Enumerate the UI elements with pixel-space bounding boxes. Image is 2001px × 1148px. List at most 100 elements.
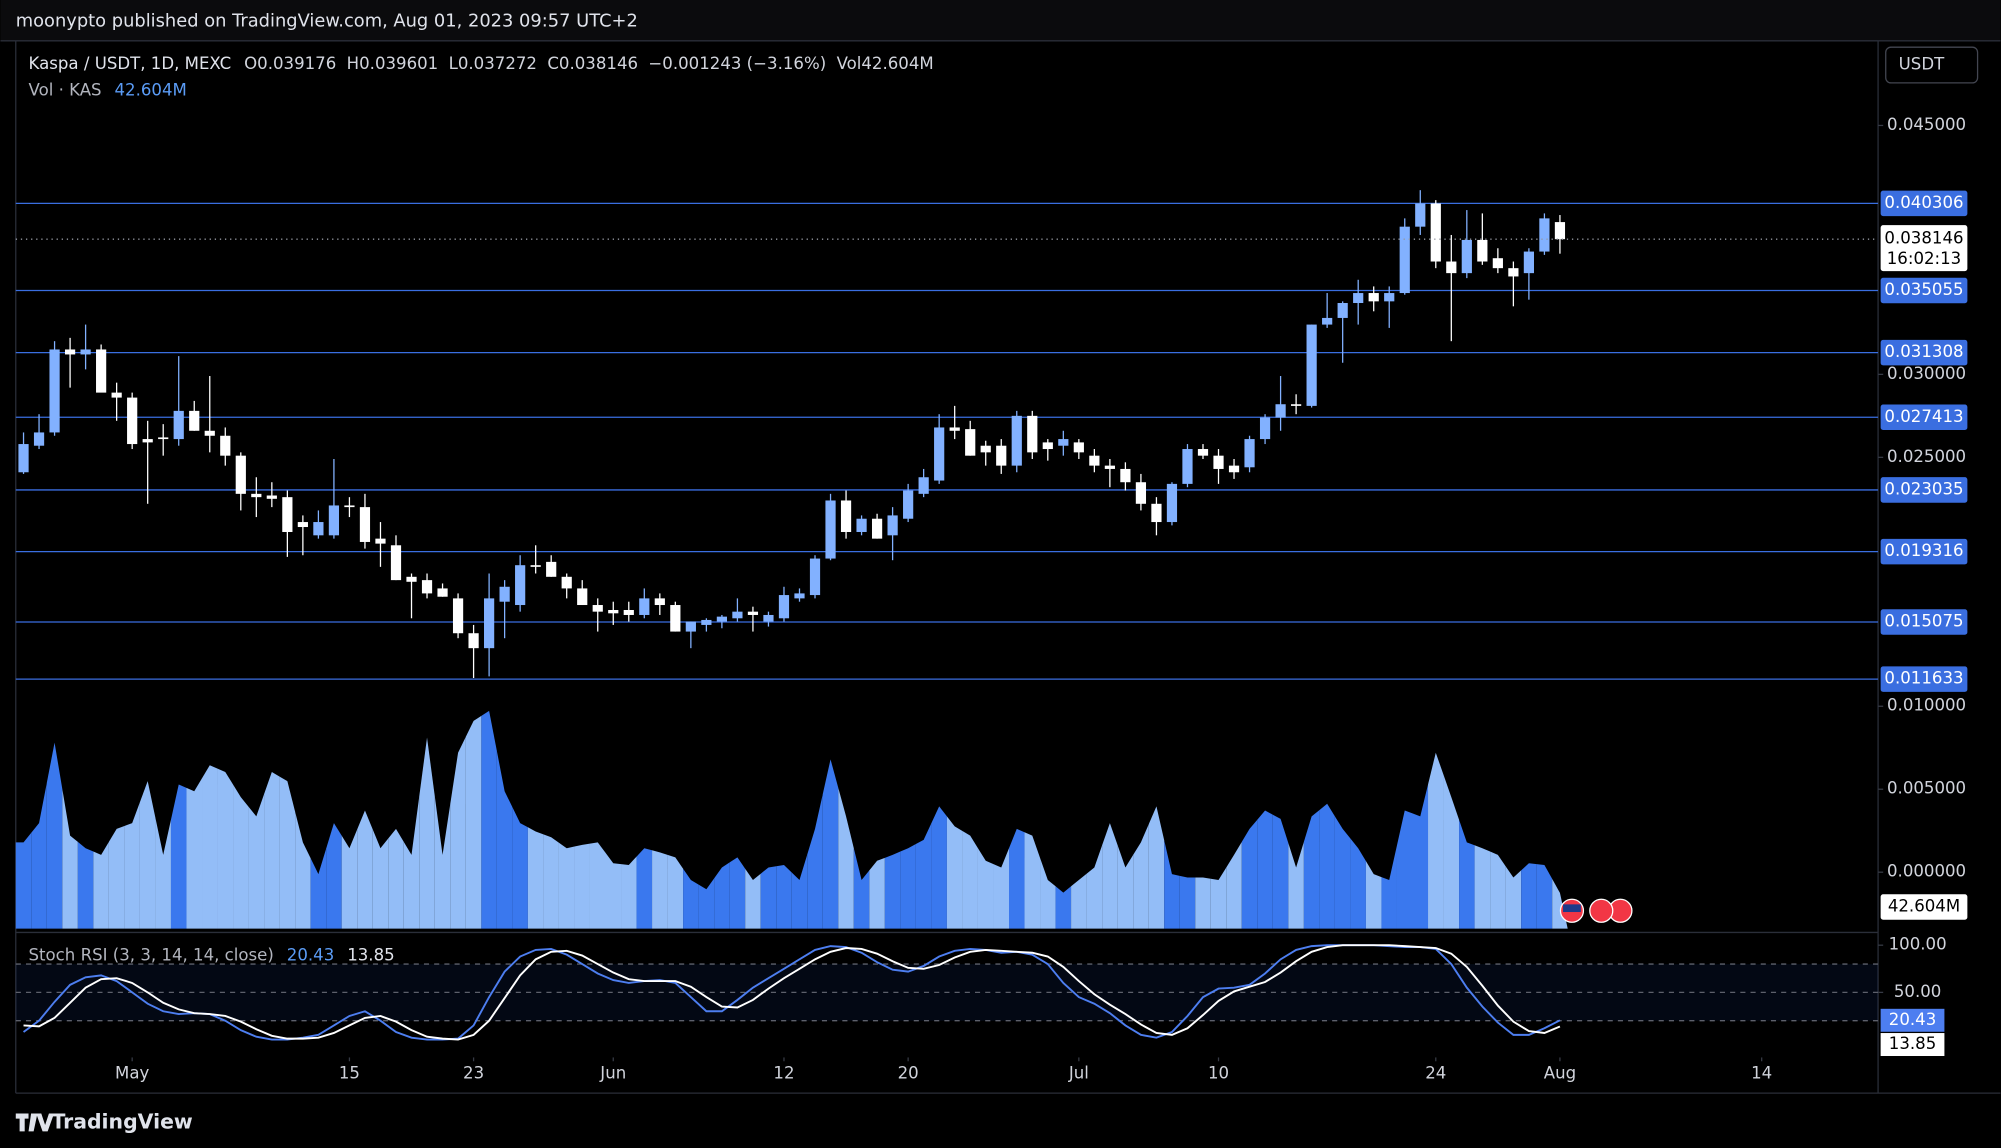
level-label: 0.040306 <box>1884 193 1963 212</box>
volume-area <box>202 765 218 929</box>
stoch-d-line <box>23 944 1561 1041</box>
logo <box>15 1113 55 1132</box>
volume-area <box>217 768 234 929</box>
volume-area <box>1071 873 1087 929</box>
event-flags[interactable] <box>1559 898 1633 923</box>
brand: TradingView <box>51 1109 192 1133</box>
x-tick-label: Jul <box>1068 1064 1089 1083</box>
volume-area <box>1210 867 1227 929</box>
candle-body <box>1228 465 1240 473</box>
volume-area <box>884 851 901 929</box>
ohlc-key: Vol <box>837 53 862 72</box>
volume-area <box>946 816 963 929</box>
candle-body <box>949 427 960 431</box>
volume-area <box>512 807 528 929</box>
volume-area <box>1117 845 1134 929</box>
candle-body <box>1430 203 1441 262</box>
level-label: 0.035055 <box>1884 280 1963 299</box>
x-tick-label: Aug <box>1544 1064 1576 1083</box>
volume-area <box>186 778 203 929</box>
candle-body <box>18 444 29 473</box>
volume-area <box>108 825 125 929</box>
stoch-d-label: 13.85 <box>1889 1034 1936 1053</box>
volume-area <box>481 710 497 929</box>
volume-area <box>1428 752 1444 929</box>
y-tick-label: 0.005000 <box>1887 779 1966 798</box>
candle-body <box>266 495 277 499</box>
candle-body <box>965 429 976 456</box>
volume-area <box>310 848 327 929</box>
volume-area <box>31 782 47 929</box>
candle-body <box>158 437 169 440</box>
volume-area <box>295 811 311 929</box>
candle-body <box>670 605 681 632</box>
level-label-box <box>1880 404 1968 431</box>
candle-body <box>1104 465 1115 469</box>
volume-area <box>838 787 854 929</box>
ohlc-key: H <box>347 53 359 72</box>
event-flag[interactable] <box>1589 898 1614 923</box>
level-label-box <box>1880 477 1968 503</box>
volume-area <box>527 827 544 929</box>
volume-value: 42.604M <box>861 53 933 72</box>
volume-area <box>621 856 637 929</box>
volume-area <box>1459 819 1475 929</box>
candle-body <box>220 435 231 456</box>
y-tick-label: 100.00 <box>1889 935 1947 954</box>
volume-area <box>729 857 746 929</box>
level-label: 0.019316 <box>1884 541 1963 560</box>
volume-area <box>1009 828 1025 929</box>
stoch-k-label: 20.43 <box>1889 1010 1936 1029</box>
y-tick-label: 0.045000 <box>1887 115 1966 134</box>
volume-area <box>1257 810 1273 929</box>
candle-body <box>251 493 262 498</box>
y-tick-label: 0.025000 <box>1887 447 1966 466</box>
volume-area <box>698 878 715 929</box>
level-label-box <box>1880 190 1968 217</box>
level-label: 0.027413 <box>1884 407 1963 426</box>
y-tick-label: 0.030000 <box>1887 364 1966 383</box>
volume-area <box>1164 840 1180 929</box>
volume-area <box>1133 824 1149 929</box>
volume-area <box>1474 845 1491 929</box>
candle-body <box>49 349 60 433</box>
volume-area <box>155 818 171 929</box>
symbol: Kaspa / USDT, 1D, MEXC <box>29 53 232 72</box>
candle-body <box>561 576 572 589</box>
candle-body <box>80 349 91 355</box>
volume-area <box>264 771 280 929</box>
candle-body <box>1306 324 1317 406</box>
volume-area <box>1226 841 1242 929</box>
volume-area <box>1536 864 1553 929</box>
candle-body <box>375 538 386 544</box>
x-tick-label: 14 <box>1751 1064 1772 1083</box>
volume-legend: Vol · KAS 42.604M <box>29 80 187 99</box>
volume-area <box>900 844 916 929</box>
candle-body <box>980 445 991 453</box>
volume-area <box>372 829 389 929</box>
candle-body <box>235 455 246 494</box>
volume-area <box>915 823 932 929</box>
currency-button[interactable] <box>1885 46 1979 84</box>
candle-body <box>437 588 448 597</box>
candle-body <box>1461 239 1472 274</box>
candle-body <box>204 430 215 436</box>
candle-body <box>499 586 510 602</box>
volume-area <box>450 736 466 929</box>
volume-area <box>1040 857 1056 929</box>
currency[interactable]: USDT <box>1899 55 1945 74</box>
x-tick-label: 20 <box>898 1064 919 1083</box>
candle-body <box>1151 503 1162 523</box>
volume-area <box>93 841 109 929</box>
candle-body <box>328 505 340 536</box>
candle-body <box>1213 455 1224 469</box>
volume-area <box>776 864 792 929</box>
publisher: moonypto published on TradingView.com, A… <box>16 11 638 32</box>
volume-area <box>589 842 606 929</box>
volume-area <box>822 759 839 929</box>
candle-body <box>127 397 138 445</box>
volume-area <box>558 842 575 929</box>
volume-area <box>869 857 885 929</box>
candle-body <box>763 614 774 622</box>
